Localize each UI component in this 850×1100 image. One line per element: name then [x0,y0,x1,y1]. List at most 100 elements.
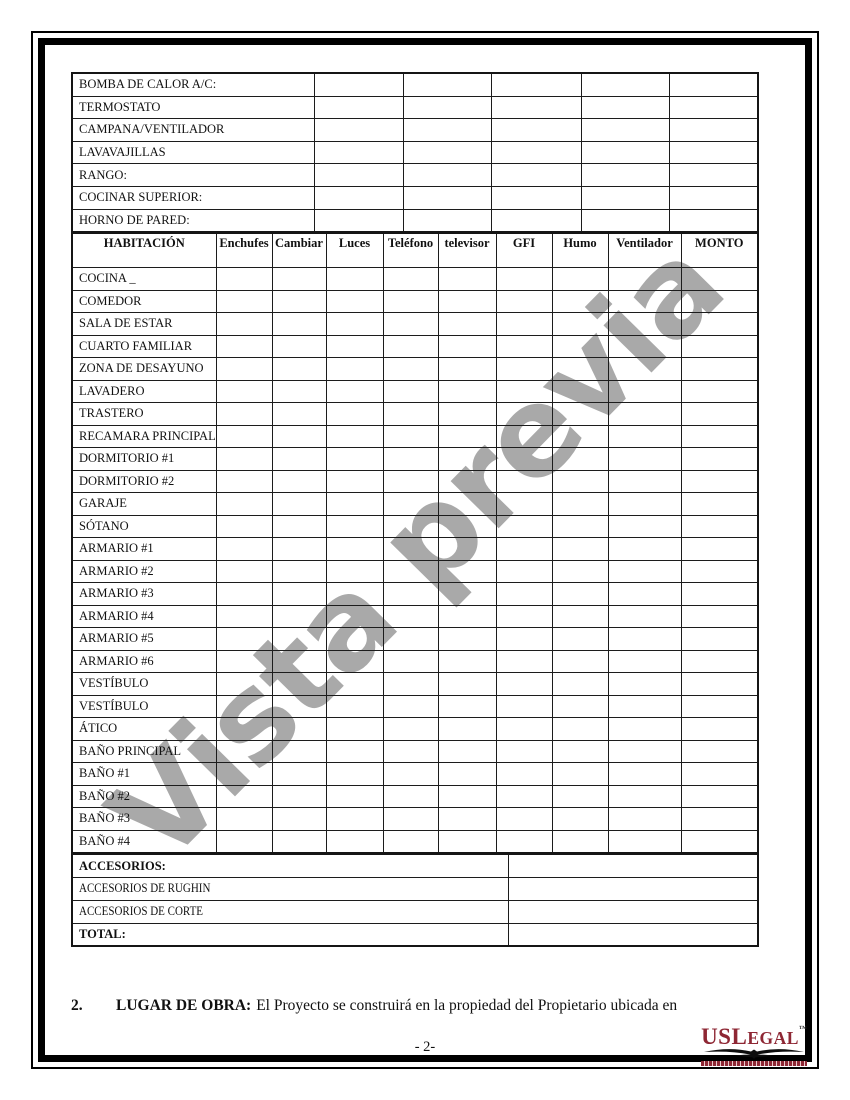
blank-cell [313,163,404,187]
accessories-table: ACCESORIOS: ACCESORIOS DE RUGHIN ACCESOR… [71,853,759,948]
blank-cell [437,604,497,629]
blank-cell [271,514,327,539]
blank-cell [580,185,670,210]
blank-cell [437,582,497,606]
blank-cell [680,694,759,719]
blank-cell [382,514,439,539]
blank-cell [382,379,439,404]
row-label: CAMPANA/VENTILADOR [71,118,315,142]
table-row: SÓTANO [71,514,759,539]
row-label: DORMITORIO #1 [71,447,217,471]
blank-cell [437,762,497,786]
blank-cell [382,829,439,854]
blank-cell [437,807,497,831]
table-row: ACCESORIOS: [71,853,759,878]
blank-cell [680,627,759,651]
blank-cell [495,559,553,584]
blank-cell [607,582,682,606]
blank-cell [313,208,404,233]
blank-cell [607,402,682,426]
blank-cell [382,649,439,674]
blank-cell [551,334,609,359]
blank-cell [271,447,327,471]
blank-cell [215,537,273,561]
table-row: ZONA DE DESAYUNO [71,357,759,381]
blank-cell [382,717,439,741]
blank-cell [580,118,670,142]
row-label: TERMOSTATO [71,95,315,120]
blank-cell [551,379,609,404]
blank-cell [668,72,759,97]
blank-cell [325,762,384,786]
blank-cell [215,289,273,314]
blank-cell [325,672,384,696]
blank-cell [437,357,497,381]
column-header: televisor [437,232,497,269]
row-label: HORNO DE PARED: [71,208,315,233]
blank-cell [490,72,582,97]
blank-cell [382,559,439,584]
blank-cell [495,492,553,516]
column-header: Ventilador [607,232,682,269]
blank-cell [507,876,759,901]
blank-cell [325,424,384,449]
row-label: ARMARIO #6 [71,649,217,674]
blank-cell [325,357,384,381]
row-label: COMEDOR [71,289,217,314]
row-label-text: ACCESORIOS DE RUGHIN [79,881,211,896]
blank-cell [495,649,553,674]
blank-cell [551,289,609,314]
blank-cell [271,402,327,426]
blank-cell [607,469,682,494]
blank-cell [607,379,682,404]
blank-cell [551,672,609,696]
blank-cell [680,267,759,291]
blank-cell [215,334,273,359]
blank-cell [551,312,609,336]
blank-cell [495,829,553,854]
blank-cell [325,312,384,336]
table-row: DORMITORIO #1 [71,447,759,471]
blank-cell [668,208,759,233]
blank-cell [313,140,404,165]
table-row: LAVAVAJILLAS [71,140,759,165]
blank-cell [495,739,553,764]
table-row: ARMARIO #2 [71,559,759,584]
blank-cell [437,334,497,359]
blank-cell [507,922,759,947]
blank-cell [215,762,273,786]
blank-cell [495,514,553,539]
blank-cell [507,853,759,878]
blank-cell [402,208,492,233]
uslegal-wordmark: USLEGAL™ [699,1025,809,1049]
blank-cell [580,163,670,187]
blank-cell [668,163,759,187]
blank-cell [437,402,497,426]
blank-cell [271,469,327,494]
blank-cell [607,514,682,539]
blank-cell [668,118,759,142]
blank-cell [382,604,439,629]
blank-cell [437,559,497,584]
blank-cell [437,424,497,449]
row-label: LAVADERO [71,379,217,404]
table-row: TERMOSTATO [71,95,759,120]
column-header: Enchufes [215,232,273,269]
blank-cell [551,492,609,516]
blank-cell [551,267,609,291]
blank-cell [580,208,670,233]
uslegal-tagline-bar [701,1061,807,1066]
blank-cell [551,604,609,629]
blank-cell [580,95,670,120]
blank-cell [495,582,553,606]
room-table: HABITACIÓN Enchufes Cambiar Luces Teléfo… [71,232,759,855]
eagle-wings-icon [704,1049,804,1059]
row-label: ARMARIO #3 [71,582,217,606]
blank-cell [437,492,497,516]
row-label: ACCESORIOS: [71,853,509,878]
blank-cell [271,492,327,516]
table-row: COCINAR SUPERIOR: [71,185,759,210]
blank-cell [507,899,759,924]
row-label: BAÑO #3 [71,807,217,831]
table-row: COCINA _ [71,267,759,291]
